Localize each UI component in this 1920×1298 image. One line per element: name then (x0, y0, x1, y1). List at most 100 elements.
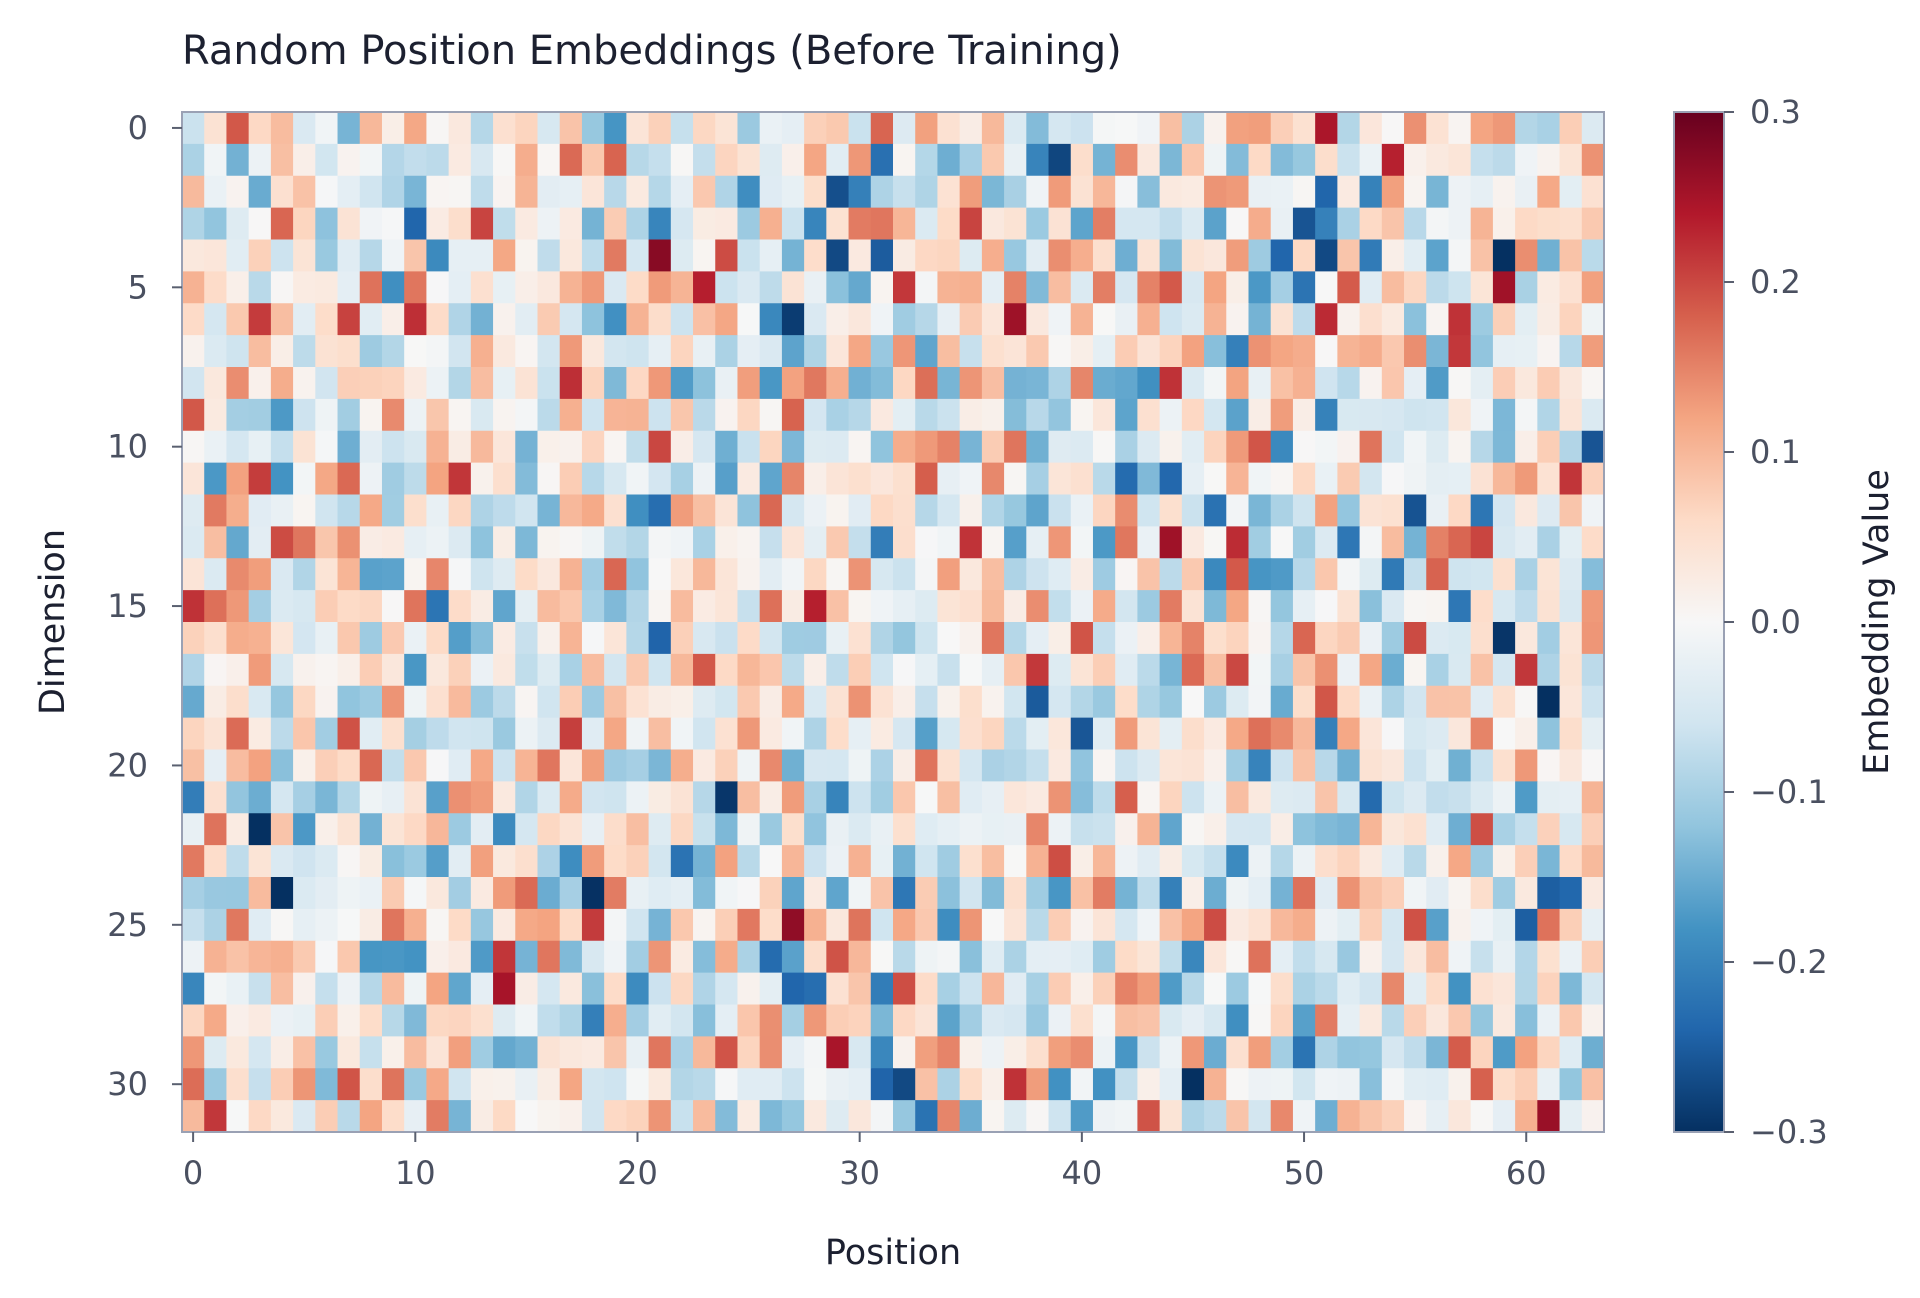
heatmap-cell (337, 1068, 361, 1101)
heatmap-cell (270, 112, 294, 145)
heatmap-cell (1026, 1036, 1050, 1069)
heatmap-cell (1404, 526, 1427, 559)
heatmap-cell (315, 622, 339, 655)
heatmap-cell (1004, 494, 1027, 527)
heatmap-cell (182, 526, 205, 559)
heatmap-cell (937, 207, 961, 241)
heatmap-cell (337, 717, 361, 751)
heatmap-cell (1359, 717, 1383, 751)
heatmap-cell (693, 335, 716, 368)
heatmap-cell (604, 175, 627, 209)
heatmap-cell (1248, 430, 1272, 464)
heatmap-cell (870, 494, 894, 527)
heatmap-cell (1315, 1100, 1338, 1133)
heatmap-cell (693, 175, 716, 209)
heatmap-cell (648, 717, 672, 751)
heatmap-cell (915, 877, 939, 910)
heatmap-cell (1426, 717, 1450, 751)
heatmap-cell (1137, 749, 1161, 782)
heatmap-cell (1226, 112, 1250, 145)
heatmap-cell (493, 717, 516, 751)
heatmap-cell (1048, 972, 1072, 1006)
heatmap-cell (1404, 813, 1427, 846)
heatmap-cell (937, 877, 961, 910)
heatmap-cell (381, 112, 405, 145)
heatmap-cell (359, 239, 383, 272)
heatmap-cell (670, 1004, 694, 1037)
heatmap-cell (1181, 494, 1205, 527)
heatmap-cell (470, 1004, 494, 1037)
heatmap-cell (1181, 845, 1205, 878)
heatmap-cell (1381, 685, 1405, 719)
heatmap-cell (1537, 175, 1561, 209)
heatmap-cell (1470, 494, 1494, 527)
heatmap-cell (1270, 367, 1294, 400)
heatmap-cell (759, 430, 783, 464)
heatmap-cell (804, 1068, 827, 1101)
heatmap-cell (1337, 653, 1361, 687)
heatmap-cell (759, 239, 783, 272)
heatmap-cell (1159, 526, 1183, 559)
heatmap-cell (1159, 1036, 1183, 1069)
heatmap-cell (693, 271, 716, 304)
heatmap-cell (648, 143, 672, 177)
heatmap-cell (1381, 877, 1405, 910)
heatmap-cell (648, 239, 672, 272)
heatmap-cell (1426, 1100, 1450, 1133)
heatmap-cell (315, 207, 339, 241)
heatmap-cell (1359, 622, 1383, 655)
heatmap-cell (893, 940, 916, 974)
heatmap-cell (759, 813, 783, 846)
heatmap-cell (1048, 207, 1072, 241)
heatmap-cell (1470, 877, 1494, 910)
heatmap-cell (781, 175, 805, 209)
heatmap-cell (959, 271, 983, 304)
heatmap-cell (915, 526, 939, 559)
heatmap-cell (1559, 175, 1583, 209)
heatmap-cell (693, 239, 716, 272)
heatmap-cell (670, 271, 694, 304)
heatmap-cell (626, 685, 650, 719)
colorbar-axis: 0.30.20.10.0−0.1−0.2−0.3 (1724, 93, 1828, 1151)
heatmap-cell (1092, 685, 1116, 719)
x-tick-label: 50 (1284, 1154, 1325, 1192)
heatmap-cell (359, 685, 383, 719)
heatmap-cell (1359, 590, 1383, 623)
heatmap-cell (604, 303, 627, 336)
heatmap-cell (448, 1068, 472, 1101)
heatmap-cell (1581, 940, 1605, 974)
heatmap-cell (893, 622, 916, 655)
heatmap-cell (1137, 685, 1161, 719)
heatmap-cell (426, 462, 450, 496)
heatmap-cell (293, 685, 316, 719)
heatmap-cell (1448, 207, 1472, 241)
heatmap-cell (693, 749, 716, 782)
heatmap-cell (315, 175, 339, 209)
heatmap-cell (1381, 335, 1405, 368)
heatmap-cell (315, 335, 339, 368)
heatmap-cell (1292, 271, 1316, 304)
heatmap-cell (270, 558, 294, 591)
heatmap-cell (826, 1100, 850, 1133)
heatmap-cell (1070, 813, 1094, 846)
heatmap-cell (937, 717, 961, 751)
heatmap-cell (1181, 112, 1205, 145)
heatmap-cell (670, 749, 694, 782)
heatmap-cell (1337, 877, 1361, 910)
heatmap-cell (381, 908, 405, 942)
heatmap-cell (737, 271, 761, 304)
heatmap-cell (1004, 239, 1027, 272)
heatmap-cell (737, 685, 761, 719)
heatmap-cell (404, 558, 428, 591)
heatmap-cell (1581, 526, 1605, 559)
heatmap-cell (359, 940, 383, 974)
heatmap-cell (1515, 908, 1538, 942)
heatmap-cell (1270, 622, 1294, 655)
heatmap-cell (1226, 335, 1250, 368)
heatmap-cell (1226, 813, 1250, 846)
heatmap-cell (604, 143, 627, 177)
heatmap-cell (1181, 462, 1205, 496)
heatmap-cell (581, 271, 605, 304)
heatmap-cell (693, 653, 716, 687)
heatmap-cell (381, 590, 405, 623)
